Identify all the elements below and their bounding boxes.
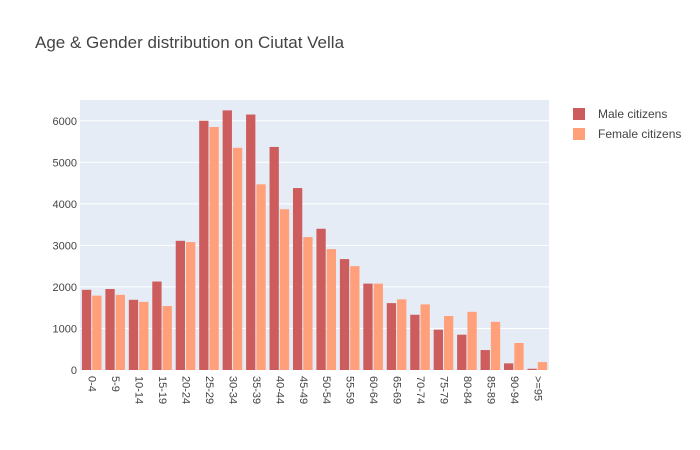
bar-female-10-14[interactable]	[139, 301, 149, 370]
x-tick-label: 85-89	[484, 376, 496, 404]
x-tick-label: 60-64	[367, 376, 379, 404]
bar-male-55-59[interactable]	[339, 259, 350, 370]
bar-female-45-49[interactable]	[303, 237, 313, 370]
bar-female-60-64[interactable]	[373, 283, 383, 370]
bar-female-30-34[interactable]	[232, 147, 243, 370]
bar-female-70-74[interactable]	[420, 304, 430, 370]
x-tick-label: 10-14	[133, 376, 145, 404]
bar-female-90-94[interactable]	[514, 343, 524, 370]
bar-male-85-89[interactable]	[480, 350, 490, 370]
bar-male-5-9[interactable]	[105, 289, 115, 370]
bars	[81, 110, 548, 371]
x-tick-label: 45-49	[297, 376, 309, 404]
x-tick-label: 50-54	[320, 376, 332, 404]
bar-female-50-54[interactable]	[326, 249, 337, 370]
bar-male-10-14[interactable]	[128, 299, 139, 370]
bar-male-75-79[interactable]	[433, 329, 443, 370]
bar-male-50-54[interactable]	[316, 228, 326, 370]
y-tick-label: 3000	[53, 240, 77, 252]
bar-male-25-29[interactable]	[199, 120, 209, 371]
legend-swatch[interactable]	[573, 108, 585, 120]
x-tick-label: 65-69	[391, 376, 403, 404]
x-tick-label: 55-59	[344, 376, 356, 404]
x-tick-label: 90-94	[508, 376, 520, 404]
x-tick-label: 25-29	[203, 376, 215, 404]
x-tick-label: 40-44	[273, 376, 285, 404]
y-tick-label: 5000	[53, 157, 77, 169]
bar-male-15-19[interactable]	[152, 281, 162, 370]
legend[interactable]: Male citizens Female citizens	[573, 107, 681, 141]
bar-female-35-39[interactable]	[256, 184, 266, 370]
bar-female-20-24[interactable]	[186, 242, 196, 370]
chart-title: Age & Gender distribution on Ciutat Vell…	[35, 33, 345, 52]
bar-male-60-64[interactable]	[363, 283, 373, 370]
bar-male-35-39[interactable]	[246, 114, 256, 370]
legend-label[interactable]: Male citizens	[598, 107, 667, 121]
y-tick-label: 4000	[53, 199, 77, 211]
x-tick-label: 15-19	[156, 376, 168, 404]
x-tick-label: 20-24	[180, 376, 192, 404]
x-axis: 0-4 5-9 10-14 15-19 20-24 25-29 30-34 35-39 40-4…	[86, 376, 544, 404]
x-tick-label: >=95	[531, 376, 543, 401]
y-tick-label: 1000	[53, 323, 77, 335]
bar-female-40-44[interactable]	[279, 209, 290, 370]
bar-female-15-19[interactable]	[162, 306, 172, 370]
legend-label[interactable]: Female citizens	[598, 127, 681, 141]
bar-male-20-24[interactable]	[175, 240, 186, 370]
bar-male-45-49[interactable]	[292, 188, 303, 370]
x-tick-label: 35-39	[250, 376, 262, 404]
bar-male->=95[interactable]	[527, 368, 537, 370]
plot-area	[80, 100, 549, 370]
y-tick-label: 6000	[53, 116, 77, 128]
bar-female-75-79[interactable]	[443, 316, 454, 370]
x-tick-label: 75-79	[437, 376, 449, 404]
bar-male-90-94[interactable]	[504, 363, 514, 370]
bar-female-65-69[interactable]	[397, 299, 407, 370]
legend-swatch[interactable]	[573, 128, 585, 140]
y-tick-label: 0	[71, 365, 77, 377]
bar-female->=95[interactable]	[537, 362, 548, 370]
bar-female-55-59[interactable]	[350, 266, 360, 370]
bar-female-5-9[interactable]	[115, 294, 125, 370]
bar-female-80-84[interactable]	[467, 311, 477, 370]
x-tick-label: 70-74	[414, 376, 426, 404]
bar-female-0-4[interactable]	[92, 295, 102, 370]
bar-male-80-84[interactable]	[457, 334, 467, 370]
bar-male-40-44[interactable]	[269, 146, 279, 370]
x-tick-label: 30-34	[226, 376, 238, 404]
bar-female-85-89[interactable]	[490, 321, 501, 370]
bar-male-70-74[interactable]	[410, 314, 420, 370]
bar-male-65-69[interactable]	[386, 303, 397, 370]
y-axis: 0 1000 2000 3000 4000 5000 6000	[53, 116, 77, 377]
x-tick-label: 0-4	[86, 376, 98, 392]
x-tick-label: 5-9	[109, 376, 121, 392]
bar-male-0-4[interactable]	[81, 289, 92, 370]
bar-female-25-29[interactable]	[209, 127, 219, 370]
x-tick-label: 80-84	[461, 376, 473, 404]
y-tick-label: 2000	[53, 282, 77, 294]
bar-male-30-34[interactable]	[222, 110, 232, 370]
